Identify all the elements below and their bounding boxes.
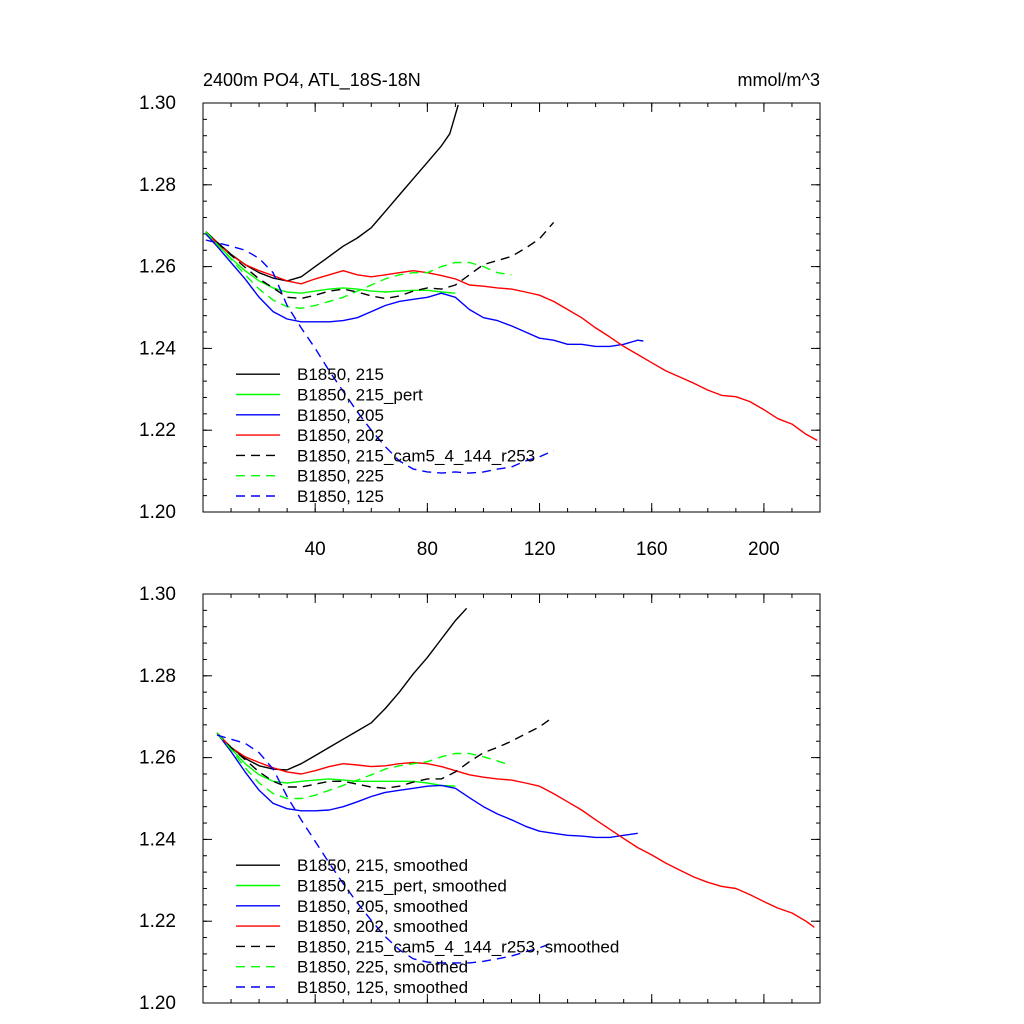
series-line-3 — [216, 732, 638, 839]
series-line-4 — [216, 732, 815, 928]
y-tick-label: 1.24 — [139, 338, 176, 359]
series-line-4 — [205, 231, 818, 442]
legend-label: B1850, 202 — [297, 426, 384, 445]
legend-label: B1850, 202, smoothed — [297, 917, 468, 936]
y-tick-label: 1.28 — [139, 175, 176, 196]
y-tick-label: 1.20 — [139, 502, 176, 523]
y-tick-label: 1.30 — [139, 584, 176, 605]
series-line-3 — [205, 233, 644, 348]
legend-label: B1850, 125 — [297, 487, 384, 506]
x-tick-label: 200 — [748, 539, 780, 560]
legend-label: B1850, 215_pert — [297, 386, 423, 405]
series-line-5 — [205, 221, 555, 300]
y-tick-label: 1.22 — [139, 420, 176, 441]
series-line-6 — [205, 231, 512, 309]
series-line-7 — [216, 734, 554, 964]
y-tick-label: 1.22 — [139, 911, 176, 932]
series-line-2 — [205, 231, 456, 294]
y-tick-label: 1.26 — [139, 257, 176, 278]
legend-label: B1850, 205, smoothed — [297, 897, 468, 916]
top-chart-panel: 1.20 1.22 1.24 1.26 1.28 1.30 40 80 120 160 200 B18… — [139, 93, 821, 560]
y-tick-label: 1.28 — [139, 666, 176, 687]
legend-label: B1850, 215 — [297, 365, 384, 384]
series-line-2 — [216, 732, 456, 787]
legend-label: B1850, 215, smoothed — [297, 856, 468, 875]
x-tick-label: 80 — [417, 539, 438, 560]
bottom-chart-panel: 1.20 1.22 1.24 1.26 1.28 1.30 B1850, 215, smoo… — [139, 584, 821, 1014]
series-line-7 — [205, 239, 554, 474]
y-tick-label: 1.30 — [139, 93, 176, 114]
x-tick-label: 40 — [305, 539, 326, 560]
x-tick-label: 120 — [524, 539, 556, 560]
legend-label: B1850, 225, smoothed — [297, 958, 468, 977]
legend-label: B1850, 215_cam5_4_144_r253, smoothed — [297, 937, 619, 956]
series-line-1 — [205, 104, 459, 282]
y-tick-label: 1.24 — [139, 829, 176, 850]
y-tick-label: 1.26 — [139, 748, 176, 769]
series-line-1 — [216, 607, 468, 771]
series-line-5 — [216, 718, 552, 789]
x-tick-label: 160 — [636, 539, 668, 560]
legend-label: B1850, 225 — [297, 467, 384, 486]
units-label: mmol/m^3 — [738, 70, 820, 90]
legend-label: B1850, 205 — [297, 406, 384, 425]
y-tick-label: 1.20 — [139, 993, 176, 1014]
legend-label: B1850, 215_pert, smoothed — [297, 877, 507, 896]
legend-label: B1850, 125, smoothed — [297, 978, 468, 997]
legend-label: B1850, 215_cam5_4_144_r253 — [297, 446, 535, 465]
chart-title: 2400m PO4, ATL_18S-18N — [203, 70, 421, 91]
